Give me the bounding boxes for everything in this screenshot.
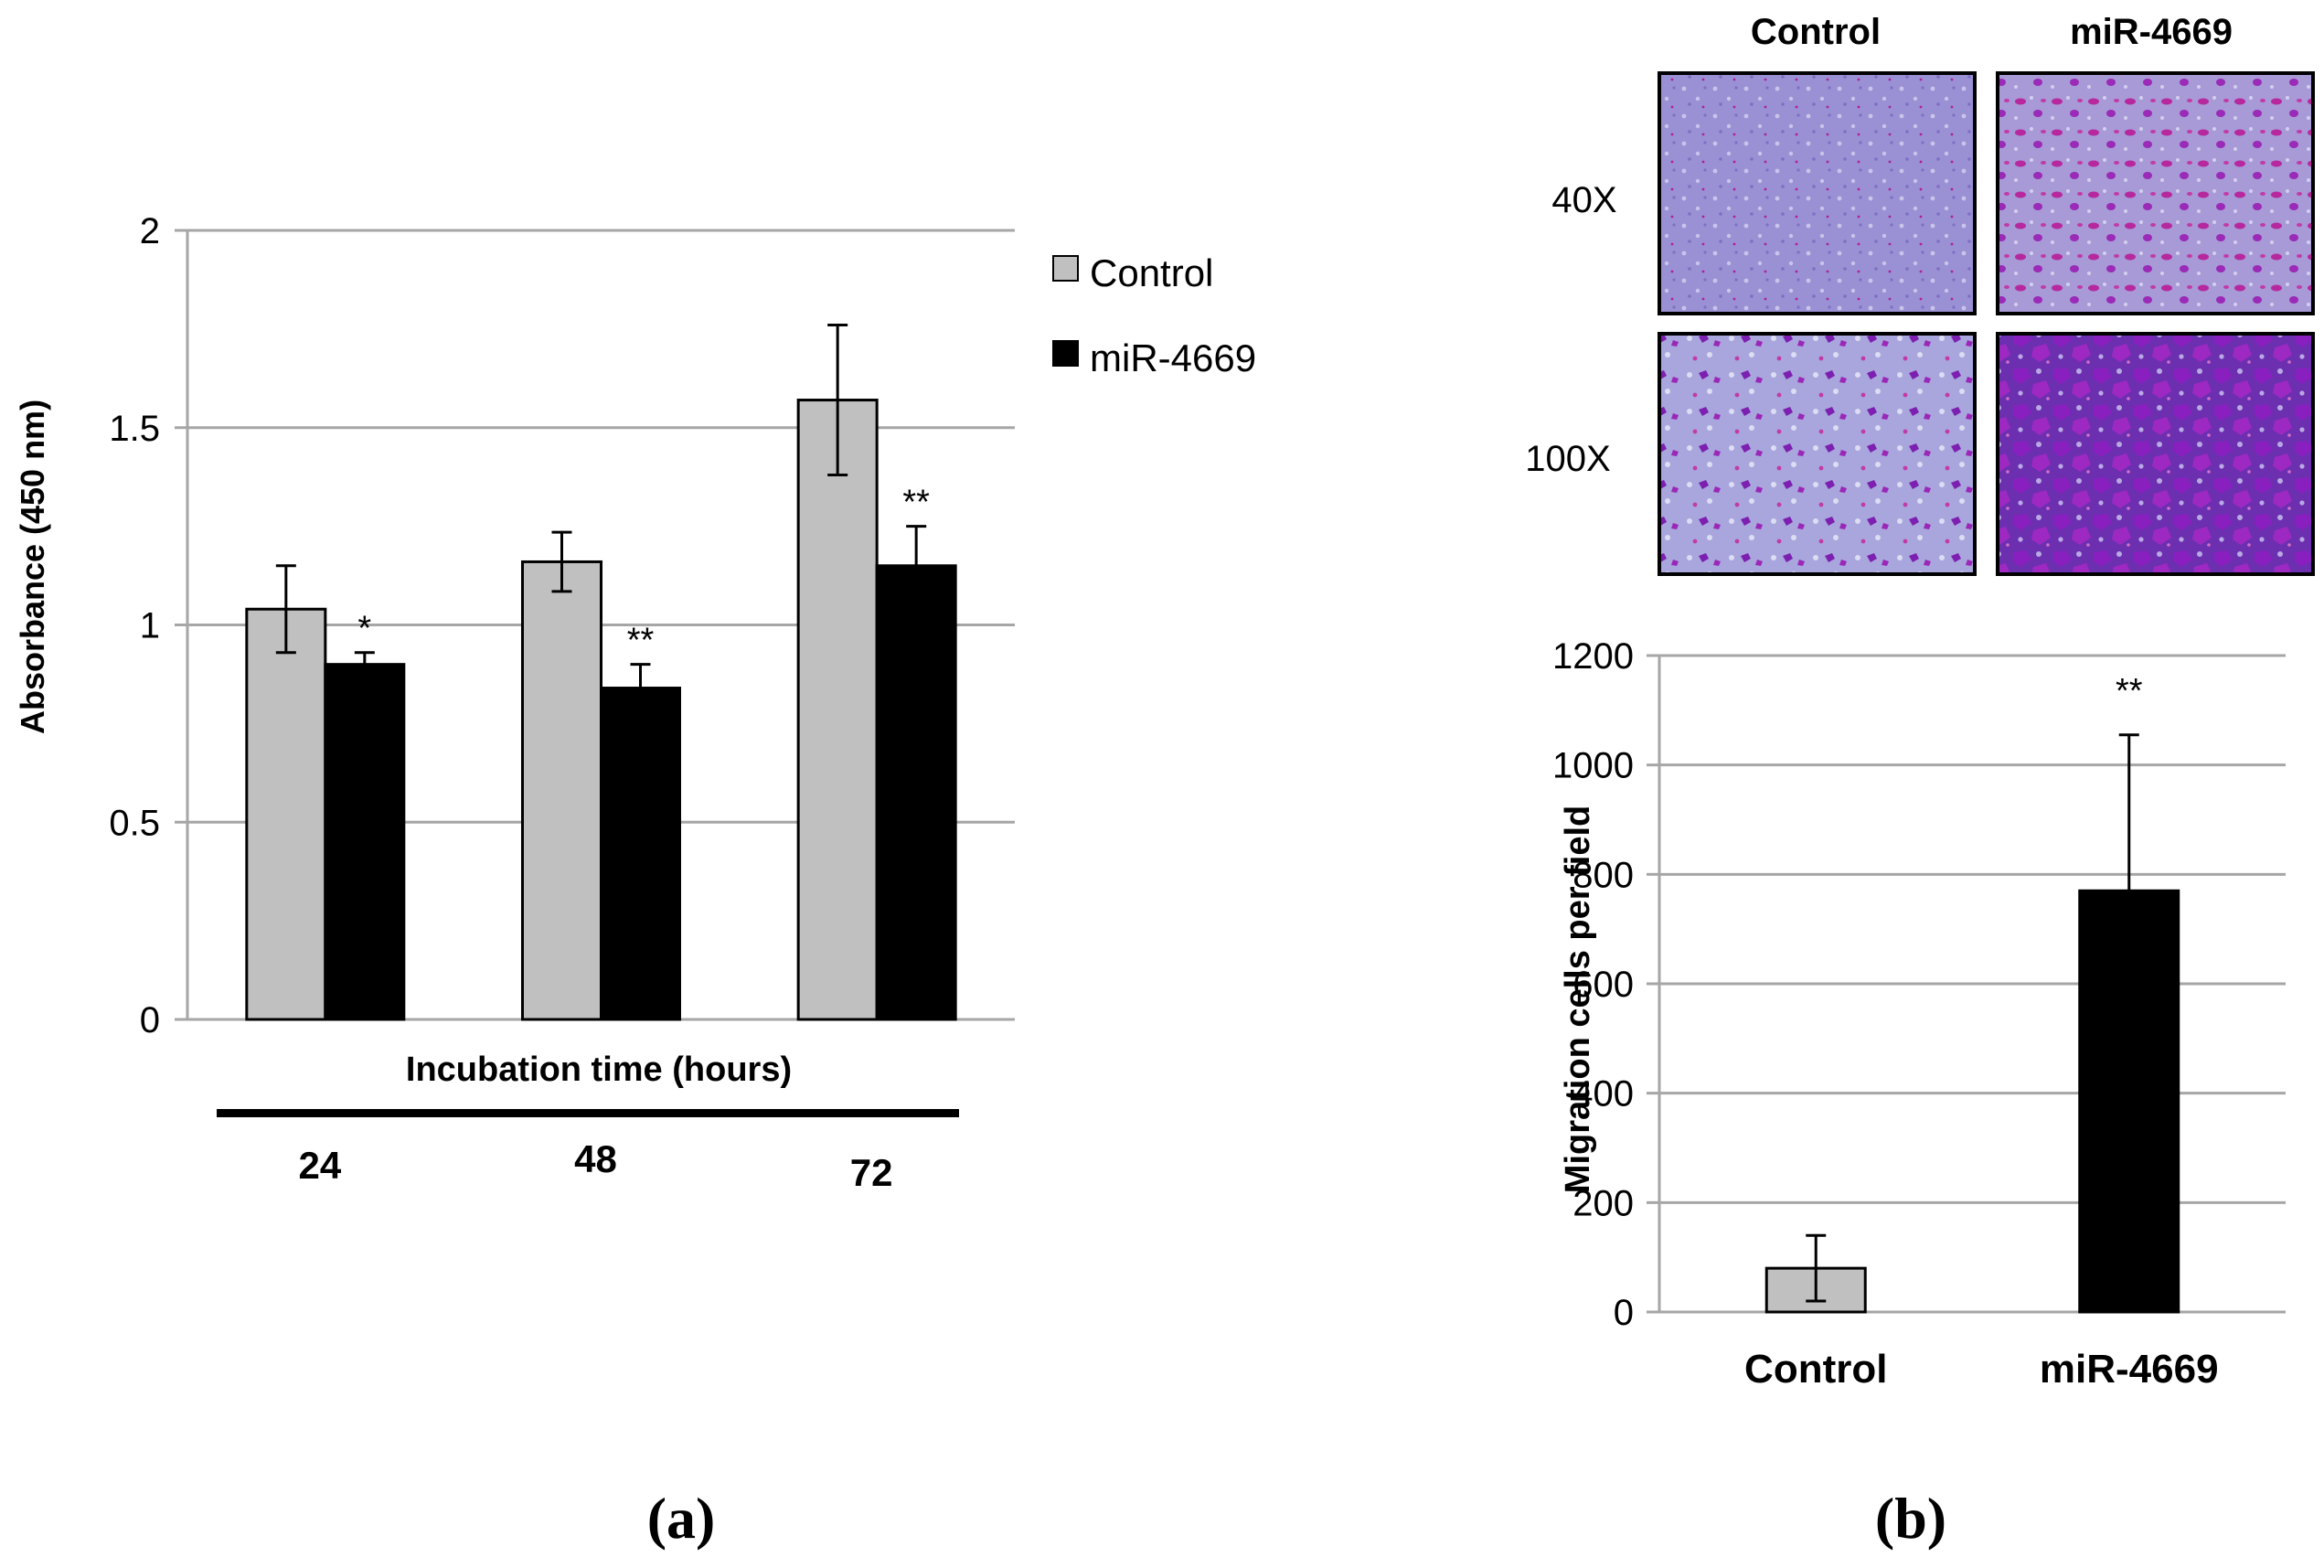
y-tick-label-a: 1 [140,606,160,646]
x-category-label-48h: 48 [574,1137,617,1180]
legend-swatch-control [1052,255,1079,282]
y-tick-label-b: 400 [1572,1074,1634,1115]
y-tick-label-b: 600 [1572,965,1634,1005]
y-tick-label-b: 800 [1572,855,1634,895]
bar-mir-4669-48h [600,687,681,1021]
time-axis-bar [217,1109,959,1117]
x-category-label-72h: 72 [850,1151,893,1194]
legend-label-mir-4669: miR-4669 [1090,336,1256,379]
significance-marker-24h: * [357,610,371,648]
y-tick-label-b: 1200 [1552,636,1634,677]
micrograph-mir-4669-100x [1996,332,2315,576]
x-category-label-mir-4669: miR-4669 [2040,1347,2219,1392]
x-category-label-control: Control [1744,1347,1887,1392]
y-tick-label-a: 1.5 [109,409,160,449]
y-tick-label-b: 0 [1614,1293,1634,1333]
y-tick-label-a: 0 [140,1000,160,1040]
incubation-time-axis-label: Incubation time (hours) [406,1051,792,1089]
legend-label-control: Control [1090,251,1213,294]
absorbance-y-axis-label: Absorbance (450 nm) [14,400,51,734]
migration-chart: 0 200 400 600 800 1000 1200 Control ** miR-4669 [1552,636,2286,1392]
x-category-label-24h: 24 [298,1144,341,1187]
bar-control-24h [245,607,327,1021]
micrograph-column-mir-4669: miR-4669 [2070,12,2233,52]
migration-y-axis-label: Migration cells per field [1559,805,1597,1193]
panel-label-b: (b) [1875,1486,1946,1551]
micrograph-column-control: Control [1751,12,1881,52]
bar-mir-4669-24h [324,663,406,1021]
significance-marker-mir-4669: ** [2116,672,2143,710]
bar-mir-4669-72h [875,564,957,1021]
absorbance-chart: 0 0.5 1 1.5 2 * 24 ** 48 ** 72 [109,211,1015,1194]
bar-control-72h [796,399,879,1021]
legend-swatch-mir-4669 [1052,340,1079,367]
y-tick-label-a: 2 [140,211,160,251]
y-tick-label-b: 1000 [1552,746,1634,786]
micrograph-mir-4669-40x [1996,71,2315,315]
bar-control-48h [521,560,602,1021]
micrograph-row-100x: 100X [1525,439,1610,479]
legend: Control miR-4669 [1052,251,1256,379]
y-tick-label-b: 200 [1572,1183,1634,1223]
panel-label-a: (a) [647,1486,716,1551]
micrograph-row-40x: 40X [1551,180,1616,220]
micrograph-control-100x [1658,332,1977,576]
micrograph-control-40x [1658,71,1977,315]
y-tick-label-a: 0.5 [109,803,160,843]
significance-marker-48h: ** [627,622,655,660]
significance-marker-72h: ** [902,484,930,522]
